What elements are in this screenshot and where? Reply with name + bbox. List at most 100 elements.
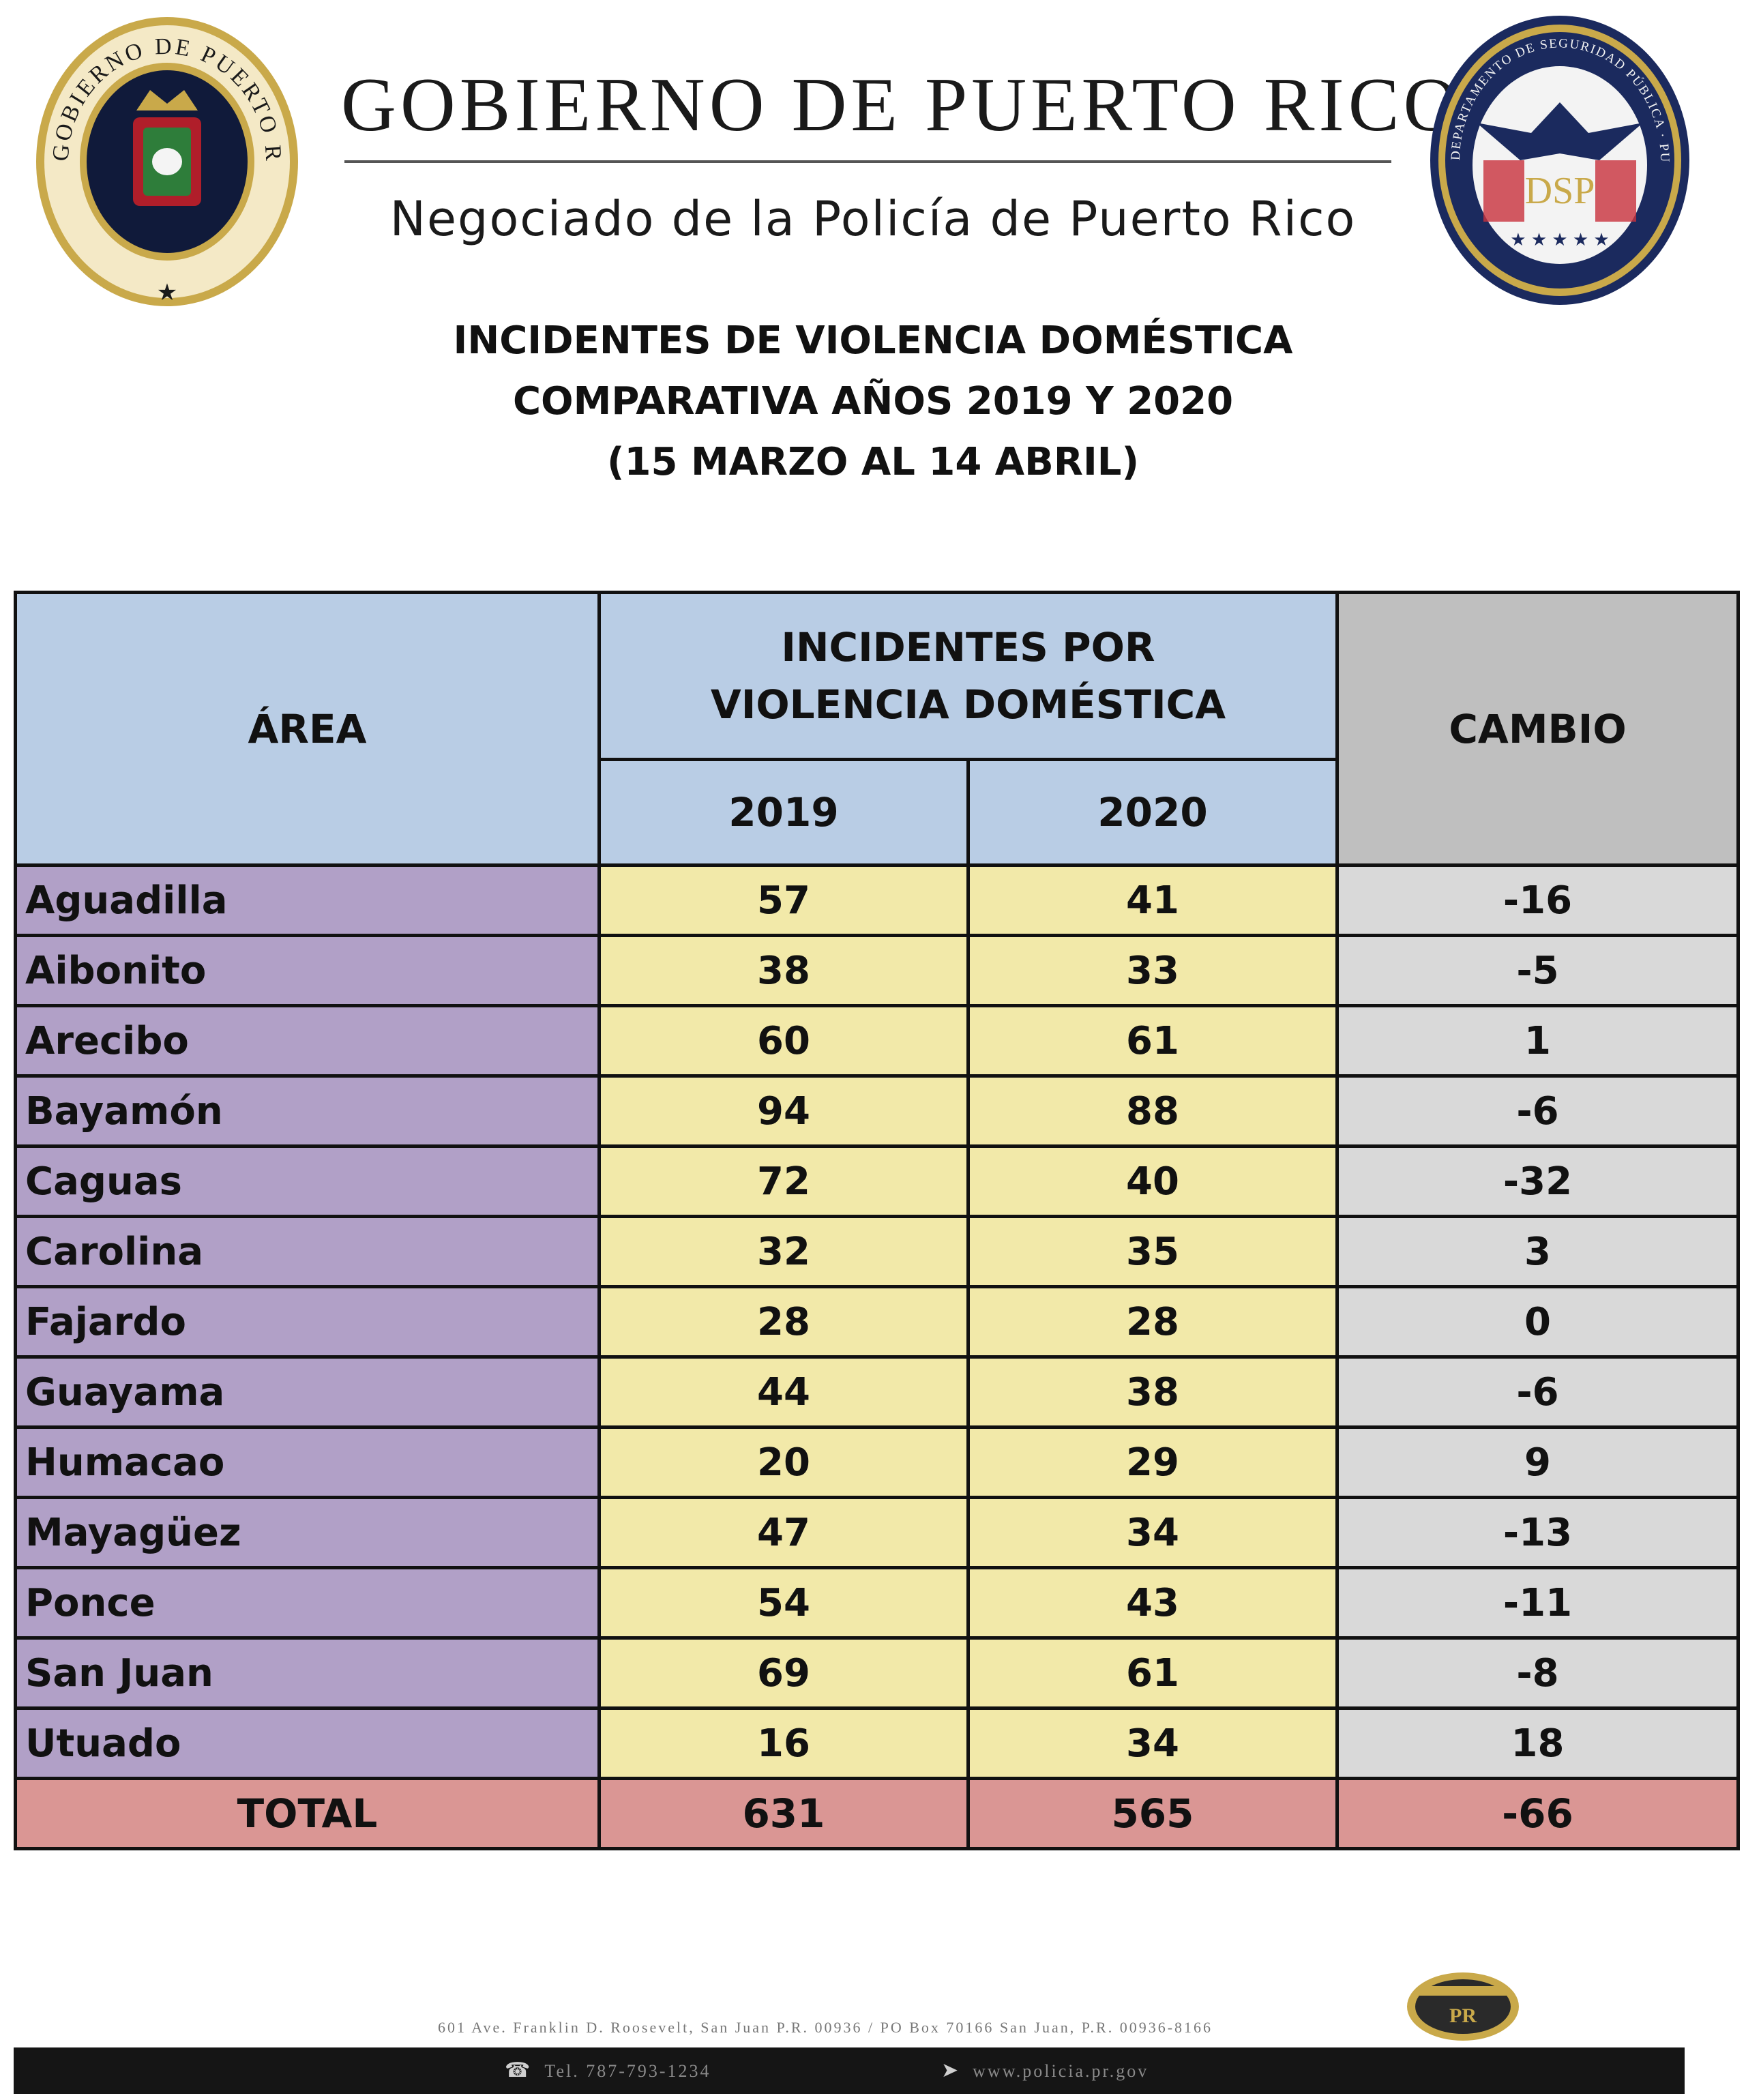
value-2020-cell: 34	[966, 1706, 1339, 1780]
phone-icon: ☎	[505, 2059, 533, 2082]
total-2020: 565	[966, 1777, 1339, 1850]
value-2019-cell: 28	[597, 1285, 970, 1359]
footer-website[interactable]: ➤ www.policia.pr.gov	[941, 2058, 1149, 2082]
header-group-line-1: INCIDENTES POR	[781, 624, 1155, 670]
value-2019-cell: 57	[597, 863, 970, 937]
total-change: -66	[1335, 1777, 1740, 1850]
area-cell: Bayamón	[14, 1074, 601, 1148]
change-cell: -32	[1335, 1144, 1740, 1218]
total-label: TOTAL	[14, 1777, 601, 1850]
table-row: Carolina 32 35 3	[14, 1215, 1740, 1288]
table-body: Aguadilla 57 41 -16 Aibonito 38 33 -5 Arecibo 60 6…	[14, 863, 1740, 1780]
area-cell: Carolina	[14, 1215, 601, 1288]
footer-emblem-text: PR	[1449, 2005, 1477, 2027]
report-title: INCIDENTES DE VIOLENCIA DOMÉSTICA COMPAR…	[205, 310, 1541, 492]
change-cell: 18	[1335, 1706, 1740, 1780]
cursor-icon: ➤	[941, 2059, 961, 2082]
value-2019-cell: 47	[597, 1496, 970, 1569]
header-year-2019: 2019	[597, 758, 970, 867]
value-2020-cell: 88	[966, 1074, 1339, 1148]
report-title-line-3: (15 MARZO AL 14 ABRIL)	[606, 440, 1140, 484]
value-2019-cell: 54	[597, 1566, 970, 1640]
change-cell: -16	[1335, 863, 1740, 937]
area-cell: Humacao	[14, 1425, 601, 1499]
value-2020-cell: 28	[966, 1285, 1339, 1359]
value-2020-cell: 38	[966, 1355, 1339, 1429]
area-cell: Ponce	[14, 1566, 601, 1640]
government-title: GOBIERNO DE PUERTO RICO	[341, 63, 1463, 147]
value-2019-cell: 38	[597, 934, 970, 1007]
table-row: Mayagüez 47 34 -13	[14, 1496, 1740, 1569]
value-2020-cell: 29	[966, 1425, 1339, 1499]
agency-name: Negociado de la Policía de Puerto Rico	[389, 191, 1357, 247]
header-incidents-group: INCIDENTES POR VIOLENCIA DOMÉSTICA	[597, 591, 1339, 761]
header-group-line-2: VIOLENCIA DOMÉSTICA	[710, 681, 1226, 728]
area-cell: Caguas	[14, 1144, 601, 1218]
area-cell: Mayagüez	[14, 1496, 601, 1569]
value-2019-cell: 16	[597, 1706, 970, 1780]
change-cell: -8	[1335, 1636, 1740, 1710]
value-2019-cell: 60	[597, 1004, 970, 1078]
report-title-line-1: INCIDENTES DE VIOLENCIA DOMÉSTICA	[453, 319, 1293, 363]
change-cell: -11	[1335, 1566, 1740, 1640]
table-row: Utuado 16 34 18	[14, 1706, 1740, 1780]
change-cell: -6	[1335, 1074, 1740, 1148]
value-2020-cell: 40	[966, 1144, 1339, 1218]
table-row: Aibonito 38 33 -5	[14, 934, 1740, 1007]
value-2020-cell: 41	[966, 863, 1339, 937]
area-cell: Aguadilla	[14, 863, 601, 937]
table-row: Bayamón 94 88 -6	[14, 1074, 1740, 1148]
police-badge-icon: PR	[1405, 1971, 1521, 2043]
change-cell: 9	[1335, 1425, 1740, 1499]
area-cell: Guayama	[14, 1355, 601, 1429]
change-cell: 3	[1335, 1215, 1740, 1288]
value-2020-cell: 43	[966, 1566, 1339, 1640]
footer-phone: ☎ Tel. 787-793-1234	[505, 2058, 711, 2082]
area-cell: Arecibo	[14, 1004, 601, 1078]
header-divider	[344, 160, 1391, 163]
header-change: CAMBIO	[1335, 591, 1740, 867]
value-2020-cell: 33	[966, 934, 1339, 1007]
header-year-2020: 2020	[966, 758, 1339, 867]
area-cell: San Juan	[14, 1636, 601, 1710]
value-2020-cell: 61	[966, 1636, 1339, 1710]
total-row: TOTAL 631 565 -66	[14, 1777, 1740, 1850]
table-row: Caguas 72 40 -32	[14, 1144, 1740, 1218]
value-2019-cell: 44	[597, 1355, 970, 1429]
value-2020-cell: 34	[966, 1496, 1339, 1569]
table-row: Fajardo 28 28 0	[14, 1285, 1740, 1359]
website-text[interactable]: www.policia.pr.gov	[973, 2061, 1149, 2081]
value-2020-cell: 61	[966, 1004, 1339, 1078]
total-2019: 631	[597, 1777, 970, 1850]
value-2019-cell: 32	[597, 1215, 970, 1288]
change-cell: -6	[1335, 1355, 1740, 1429]
area-cell: Aibonito	[14, 934, 601, 1007]
table-row: Ponce 54 43 -11	[14, 1566, 1740, 1640]
dsp-monogram: DSP	[1525, 170, 1595, 212]
svg-text:★ ★ ★ ★ ★: ★ ★ ★ ★ ★	[1510, 229, 1609, 250]
value-2019-cell: 20	[597, 1425, 970, 1499]
report-title-line-2: COMPARATIVA AÑOS 2019 Y 2020	[512, 379, 1234, 424]
puerto-rico-government-seal-icon: GOBIERNO DE PUERTO RICO ★	[34, 15, 300, 308]
value-2019-cell: 69	[597, 1636, 970, 1710]
value-2019-cell: 94	[597, 1074, 970, 1148]
footer-bar: ☎ Tel. 787-793-1234 ➤ www.policia.pr.gov	[14, 2047, 1685, 2094]
incidents-table: ÁREA INCIDENTES POR VIOLENCIA DOMÉSTICA …	[14, 591, 1740, 1850]
table-row: San Juan 69 61 -8	[14, 1636, 1740, 1710]
phone-text: Tel. 787-793-1234	[544, 2061, 711, 2081]
value-2019-cell: 72	[597, 1144, 970, 1218]
dsp-seal-icon: DSP ★ ★ ★ ★ ★ DEPARTAMENTO DE SEGURIDAD …	[1429, 14, 1691, 307]
table-row: Arecibo 60 61 1	[14, 1004, 1740, 1078]
change-cell: -5	[1335, 934, 1740, 1007]
change-cell: 0	[1335, 1285, 1740, 1359]
table-row: Humacao 20 29 9	[14, 1425, 1740, 1499]
change-cell: 1	[1335, 1004, 1740, 1078]
svg-text:★: ★	[157, 280, 177, 306]
change-cell: -13	[1335, 1496, 1740, 1569]
header-area: ÁREA	[14, 591, 601, 867]
area-cell: Fajardo	[14, 1285, 601, 1359]
footer-address: 601 Ave. Franklin D. Roosevelt, San Juan…	[437, 2019, 1213, 2036]
value-2020-cell: 35	[966, 1215, 1339, 1288]
area-cell: Utuado	[14, 1706, 601, 1780]
table-row: Aguadilla 57 41 -16	[14, 863, 1740, 937]
